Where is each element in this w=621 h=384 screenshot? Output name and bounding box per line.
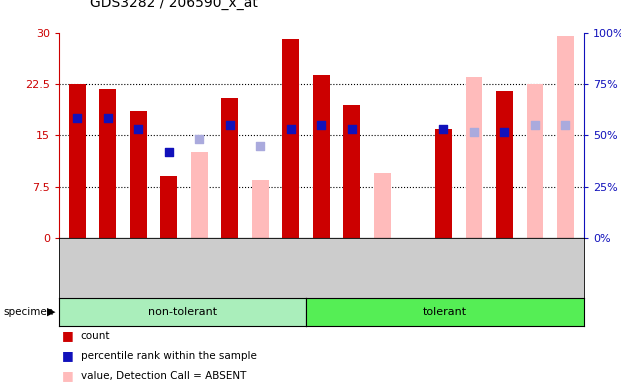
Bar <box>99 89 116 238</box>
Text: value, Detection Call = ABSENT: value, Detection Call = ABSENT <box>81 371 246 381</box>
Bar <box>130 111 147 238</box>
Point <box>103 115 113 121</box>
Text: GDS3282 / 206590_x_at: GDS3282 / 206590_x_at <box>90 0 258 10</box>
Point <box>316 122 327 128</box>
Text: ■: ■ <box>62 369 74 382</box>
Text: count: count <box>81 331 111 341</box>
Bar <box>496 91 513 238</box>
Point <box>438 126 448 132</box>
Bar <box>252 180 269 238</box>
Point <box>194 136 204 142</box>
Text: specimen: specimen <box>3 307 53 317</box>
Bar <box>191 152 207 238</box>
Bar <box>343 104 360 238</box>
Bar <box>374 173 391 238</box>
Bar <box>313 75 330 238</box>
Bar <box>283 40 299 238</box>
Point <box>286 126 296 132</box>
Point <box>164 149 174 156</box>
Point <box>561 122 571 128</box>
Point <box>530 122 540 128</box>
Point <box>72 115 82 121</box>
Bar <box>343 180 360 238</box>
Bar <box>69 84 86 238</box>
Point <box>469 129 479 135</box>
Bar <box>527 84 543 238</box>
Text: non-tolerant: non-tolerant <box>148 307 217 317</box>
Text: ■: ■ <box>62 329 74 343</box>
Text: tolerant: tolerant <box>423 307 467 317</box>
Text: percentile rank within the sample: percentile rank within the sample <box>81 351 256 361</box>
Point <box>225 122 235 128</box>
Text: ■: ■ <box>62 349 74 362</box>
Text: ▶: ▶ <box>47 307 55 317</box>
Bar <box>435 129 452 238</box>
Bar <box>557 36 574 238</box>
Bar <box>160 177 177 238</box>
Point <box>499 129 509 135</box>
Point <box>134 126 143 132</box>
Point <box>255 142 265 149</box>
Point <box>347 126 357 132</box>
Bar <box>466 77 483 238</box>
Bar <box>222 98 238 238</box>
